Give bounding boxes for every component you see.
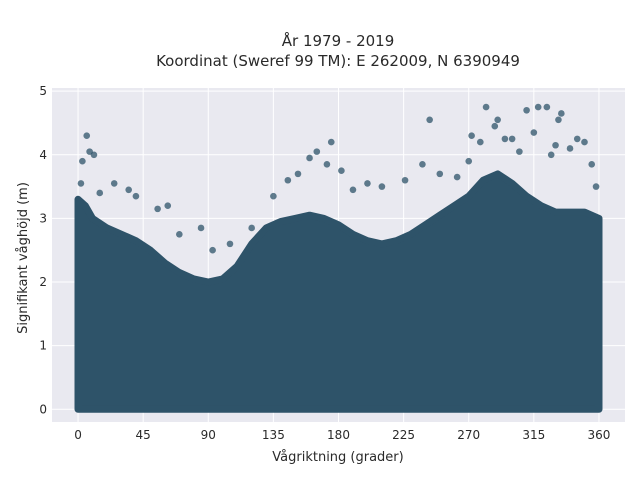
scatter-point <box>401 176 409 184</box>
scatter-point <box>592 183 600 190</box>
scatter-point <box>284 176 292 184</box>
scatter-point <box>364 180 371 187</box>
x-tick-label: 270 <box>457 428 480 442</box>
scatter-point <box>581 138 588 146</box>
data-points <box>74 103 603 413</box>
scatter-point <box>323 161 331 168</box>
scatter-point <box>547 151 555 159</box>
scatter-point <box>378 183 386 190</box>
x-tick-label: 0 <box>74 428 82 442</box>
y-tick-label: 3 <box>39 211 47 225</box>
scatter-point <box>83 132 91 140</box>
scatter-point <box>523 106 530 114</box>
scatter-point <box>588 161 596 168</box>
x-tick-label: 360 <box>588 428 611 442</box>
scatter-point <box>477 138 484 146</box>
scatter-point <box>468 132 475 140</box>
scatter-point <box>426 116 433 124</box>
y-tick-label: 4 <box>39 148 47 162</box>
scatter-point <box>209 246 216 254</box>
y-tick-label: 0 <box>39 402 47 416</box>
scatter-point <box>436 170 444 178</box>
scatter-point <box>197 224 205 232</box>
scatter-point <box>110 180 118 187</box>
scatter-point <box>125 186 132 194</box>
scatter-point <box>248 224 255 232</box>
y-tick-label: 2 <box>39 275 47 289</box>
scatter-point <box>494 116 501 124</box>
x-tick-label: 180 <box>327 428 350 442</box>
x-tick-label: 315 <box>522 428 545 442</box>
scatter-point <box>294 170 302 178</box>
scatter-point <box>534 103 542 111</box>
scatter-point <box>154 205 161 213</box>
scatter-point <box>132 192 140 200</box>
scatter-point <box>419 161 426 168</box>
scatter-point <box>79 157 86 165</box>
scatter-point <box>573 135 581 143</box>
y-tick-label: 1 <box>39 339 47 353</box>
scatter-point <box>555 116 562 124</box>
scatter-point <box>90 151 98 159</box>
scatter-point <box>270 192 277 200</box>
scatter-point <box>327 138 335 146</box>
scatter-point <box>530 129 538 136</box>
scatter-point <box>516 148 523 155</box>
dense-point-cloud <box>74 170 603 413</box>
scatter-point <box>349 186 357 194</box>
scatter-point <box>306 154 313 162</box>
y-tick-label: 5 <box>39 84 47 98</box>
x-axis-label: Vågriktning (grader) <box>272 450 403 465</box>
scatter-point <box>465 157 473 165</box>
scatter-point <box>226 240 234 248</box>
scatter-point <box>176 231 183 238</box>
chart-title-line-1: År 1979 - 2019 <box>282 31 395 50</box>
scatter-point <box>558 110 565 117</box>
scatter-point <box>313 148 321 155</box>
scatter-point <box>491 122 499 130</box>
scatter-point <box>338 167 345 175</box>
scatter-point <box>501 135 509 143</box>
x-tick-label: 90 <box>201 428 216 442</box>
scatter-point <box>543 103 551 111</box>
x-tick-label: 135 <box>262 428 285 442</box>
scatter-point <box>552 141 559 149</box>
scatter-point <box>453 173 461 181</box>
scatter-point <box>566 145 574 152</box>
scatter-point <box>77 180 85 187</box>
chart-title-line-2: Koordinat (Sweref 99 TM): E 262009, N 63… <box>156 52 520 70</box>
x-tick-label: 45 <box>136 428 151 442</box>
scatter-point <box>164 202 172 209</box>
scatter-point <box>482 103 490 111</box>
scatter-point <box>508 135 516 143</box>
scatter-point <box>96 189 104 197</box>
y-axis-label: Signifikant våghöjd (m) <box>16 182 31 334</box>
x-tick-label: 225 <box>392 428 415 442</box>
